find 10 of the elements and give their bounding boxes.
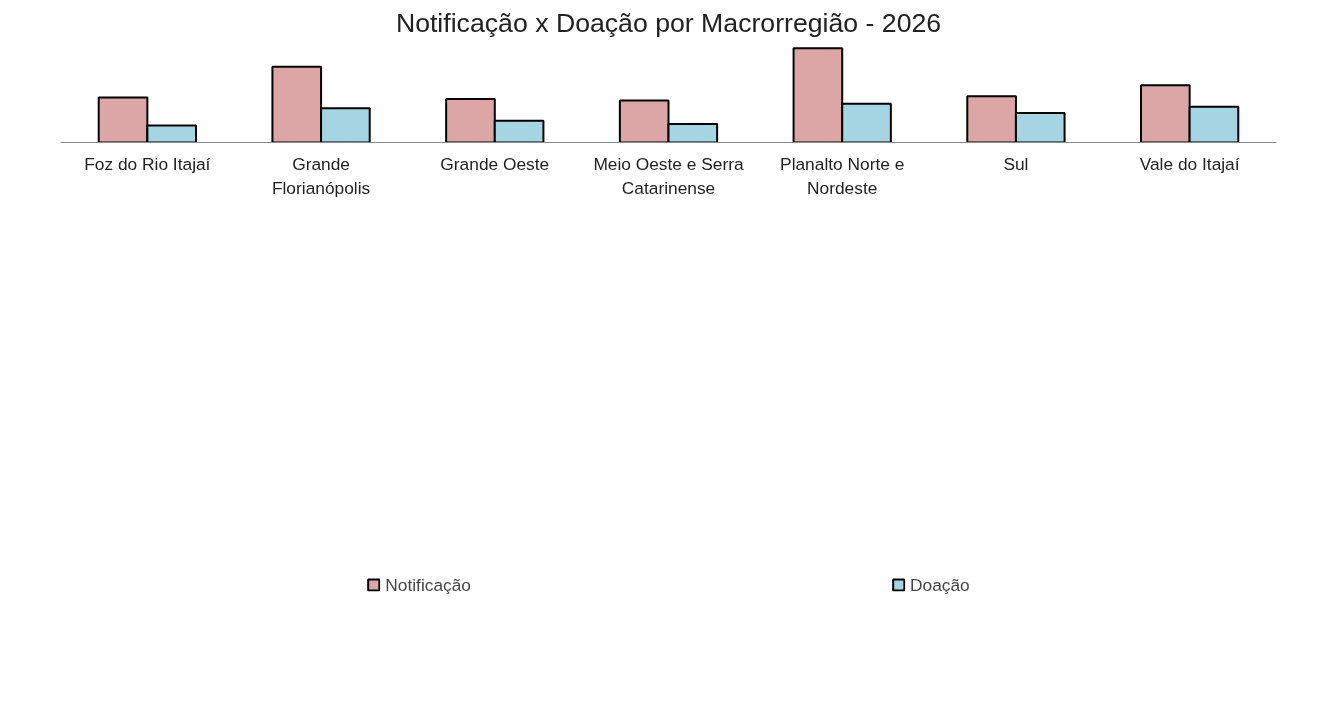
- x-tick-label: Sul: [1003, 153, 1029, 174]
- x-tick-label: Vale do Itajaí: [1139, 153, 1240, 174]
- chart-title: Notificação x Doação por Macrorregião - 2026: [395, 7, 942, 38]
- x-tick-label: Foz do Rio Itajaí: [84, 153, 211, 174]
- x-tick-label: Grande Florianópolis: [271, 153, 371, 198]
- x-tick-label: Planalto Norte e Nordeste: [780, 153, 905, 198]
- legend-label: Notificação: [385, 574, 471, 596]
- x-tick-label: Meio Oeste e Serra Catarinense: [593, 153, 744, 198]
- x-tick-label: Grande Oeste: [440, 153, 550, 174]
- legend-label: Doação: [909, 574, 970, 596]
